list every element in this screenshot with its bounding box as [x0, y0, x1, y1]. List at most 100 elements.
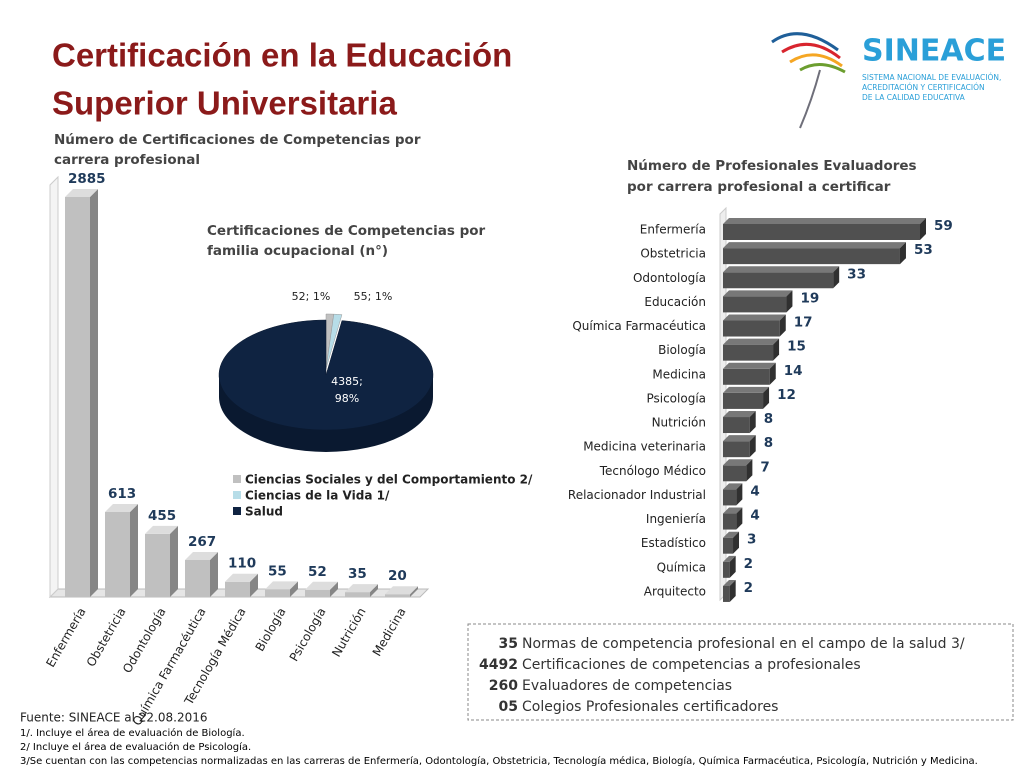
bar-top: [723, 459, 753, 466]
bar-front: [105, 512, 130, 597]
bar-front: [345, 592, 370, 597]
summary-text: Certificaciones de competencias a profes…: [522, 657, 861, 673]
bar-end: [729, 579, 736, 602]
value-label: 110: [228, 556, 256, 572]
bar-end: [729, 555, 736, 578]
value-label: 12: [777, 387, 796, 403]
bar-front: [723, 441, 750, 458]
bar-end: [899, 242, 906, 265]
legend-label: Ciencias de la Vida 1/: [245, 489, 390, 503]
bar-end: [736, 483, 743, 506]
bar-top: [723, 242, 906, 249]
data-label: 52; 1%: [292, 290, 331, 303]
bar-top: [225, 573, 258, 582]
bar-top: [723, 386, 770, 393]
bar: [225, 573, 258, 597]
bar-side: [250, 573, 258, 597]
category-label: Química Farmacéutica: [572, 319, 706, 333]
bar-top: [185, 551, 218, 560]
bar-side: [330, 581, 338, 597]
value-label: 267: [188, 534, 216, 550]
chart-subtitle: por carrera profesional a certificar: [627, 179, 891, 195]
value-label: 15: [787, 339, 806, 355]
data-label-line: 98%: [335, 392, 359, 405]
data-label-line: 4385;: [331, 375, 363, 388]
bar-end: [920, 218, 926, 240]
category-label: Medicina: [652, 367, 706, 381]
value-label: 4: [750, 483, 759, 499]
bar-end: [746, 459, 753, 482]
bar-side: [370, 584, 378, 597]
category-label: Medicina veterinaria: [583, 440, 706, 454]
bar-front: [723, 272, 834, 289]
bar-top: [723, 555, 736, 562]
bar-front: [265, 589, 290, 597]
bar: [65, 189, 98, 597]
category-label: Psicología: [287, 605, 329, 664]
bar: [723, 531, 740, 554]
footnote: 2/ Incluye el área de evaluación de Psic…: [20, 741, 251, 753]
bar-front: [385, 594, 410, 597]
bar-front: [305, 589, 330, 597]
source: Fuente: SINEACE al 22.08.2016: [20, 711, 207, 725]
bar-front: [723, 585, 730, 602]
value-label: 17: [794, 315, 813, 331]
value-label: 2: [744, 580, 753, 596]
title-line: Certificación en la Educación: [52, 37, 512, 74]
category-label: Relacionador Industrial: [568, 488, 706, 502]
category-label: Nutrición: [329, 605, 368, 659]
bar: [145, 525, 178, 597]
bar-front: [723, 320, 780, 337]
bar-top: [305, 581, 338, 590]
bar-top: [723, 362, 776, 369]
category-label: Biología: [658, 343, 706, 357]
bar-end: [763, 386, 770, 409]
bar-top: [723, 483, 743, 490]
bar-front: [723, 465, 747, 482]
legend-label: Salud: [245, 505, 283, 519]
category-label: Psicología: [646, 391, 706, 405]
bar-end: [786, 290, 793, 313]
bar: [723, 435, 756, 458]
bar: [345, 584, 378, 597]
category-label: Biología: [253, 605, 289, 653]
logo-mark: [771, 32, 846, 129]
bar-end: [749, 411, 756, 434]
summary-box: [467, 623, 1014, 721]
bar-top: [723, 338, 780, 345]
bar: [723, 483, 743, 506]
bar: [185, 551, 218, 597]
value-label: 33: [847, 266, 866, 282]
category-label: Nutrición: [652, 416, 706, 430]
value-label: 14: [784, 363, 803, 379]
value-label: 8: [764, 435, 773, 451]
bar-front: [225, 581, 250, 597]
bar-front: [723, 561, 730, 578]
bar-front: [723, 344, 774, 361]
bar-top: [723, 266, 840, 273]
category-label: Tecnólogo Médico: [599, 464, 706, 478]
legend-label: Ciencias Sociales y del Comportamiento 2…: [245, 473, 533, 487]
bar: [723, 579, 736, 602]
chart-subtitle: Número de Profesionales Evaluadores: [627, 158, 917, 174]
bar-front: [723, 489, 737, 506]
summary-text: Normas de competencia profesional en el …: [522, 636, 965, 652]
bar-end: [779, 314, 786, 337]
bar-front: [723, 296, 787, 313]
value-label: 8: [764, 411, 773, 427]
value-label: 2: [744, 556, 753, 572]
bar-side: [90, 189, 98, 597]
category-label: Obstetricia: [640, 247, 706, 261]
category-label: Ingeniería: [646, 512, 706, 526]
bar-top: [265, 581, 298, 590]
footnote: 3/Se cuentan con las competencias normal…: [20, 755, 978, 767]
bar: [723, 218, 926, 240]
title-line: Superior Universitaria: [52, 85, 397, 122]
bar-top: [105, 504, 138, 513]
value-label: 35: [348, 566, 367, 582]
legend-swatch: [233, 507, 241, 515]
summary-line: 260: [489, 678, 518, 694]
bar: [265, 581, 298, 597]
summary-line: 35: [499, 636, 518, 652]
